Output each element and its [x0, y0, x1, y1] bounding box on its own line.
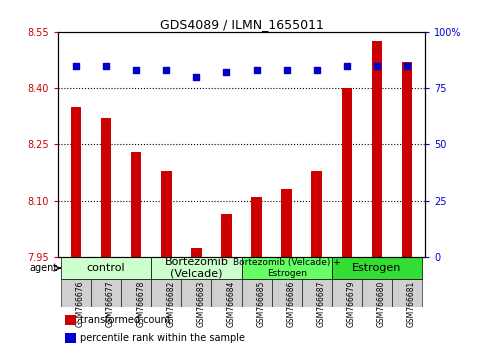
- FancyBboxPatch shape: [362, 279, 392, 307]
- Bar: [191, 247, 201, 257]
- Bar: [71, 107, 81, 257]
- Text: GSM766683: GSM766683: [197, 281, 205, 327]
- Point: [102, 63, 110, 68]
- Point: [313, 67, 321, 73]
- Text: percentile rank within the sample: percentile rank within the sample: [80, 333, 245, 343]
- Bar: [312, 171, 322, 257]
- FancyBboxPatch shape: [242, 279, 271, 307]
- Bar: [101, 118, 112, 257]
- FancyBboxPatch shape: [332, 257, 422, 279]
- Text: transformed count: transformed count: [80, 315, 170, 325]
- Bar: [65, 333, 76, 343]
- Bar: [341, 88, 352, 257]
- Text: GSM766678: GSM766678: [136, 281, 145, 327]
- FancyBboxPatch shape: [242, 257, 332, 279]
- FancyBboxPatch shape: [121, 279, 151, 307]
- Point: [283, 67, 290, 73]
- Text: Estrogen: Estrogen: [352, 263, 401, 273]
- Text: GSM766681: GSM766681: [407, 281, 416, 327]
- Text: GSM766685: GSM766685: [256, 281, 266, 327]
- Text: agent: agent: [29, 263, 57, 273]
- Text: GSM766682: GSM766682: [166, 281, 175, 327]
- Text: GSM766687: GSM766687: [317, 281, 326, 327]
- Point: [373, 63, 381, 68]
- Text: control: control: [87, 263, 126, 273]
- Text: GSM766680: GSM766680: [377, 281, 386, 327]
- Bar: [402, 62, 412, 257]
- Point: [132, 67, 140, 73]
- Point: [193, 74, 200, 80]
- Text: GSM766684: GSM766684: [227, 281, 235, 327]
- Bar: [131, 152, 142, 257]
- Point: [162, 67, 170, 73]
- FancyBboxPatch shape: [271, 279, 302, 307]
- Bar: [282, 189, 292, 257]
- Bar: [221, 214, 232, 257]
- FancyBboxPatch shape: [212, 279, 242, 307]
- FancyBboxPatch shape: [332, 279, 362, 307]
- Point: [223, 69, 230, 75]
- Bar: [371, 41, 382, 257]
- Point: [253, 67, 260, 73]
- Text: Bortezomib (Velcade) +
Estrogen: Bortezomib (Velcade) + Estrogen: [233, 258, 341, 278]
- Text: Bortezomib
(Velcade): Bortezomib (Velcade): [164, 257, 228, 279]
- Point: [403, 63, 411, 68]
- Text: GSM766686: GSM766686: [286, 281, 296, 327]
- Bar: [251, 197, 262, 257]
- Text: GSM766677: GSM766677: [106, 281, 115, 327]
- Bar: [161, 171, 171, 257]
- FancyBboxPatch shape: [91, 279, 121, 307]
- Bar: [65, 315, 76, 325]
- Point: [343, 63, 351, 68]
- FancyBboxPatch shape: [302, 279, 332, 307]
- FancyBboxPatch shape: [392, 279, 422, 307]
- Title: GDS4089 / ILMN_1655011: GDS4089 / ILMN_1655011: [159, 18, 324, 31]
- FancyBboxPatch shape: [151, 257, 242, 279]
- FancyBboxPatch shape: [61, 257, 151, 279]
- FancyBboxPatch shape: [181, 279, 212, 307]
- FancyBboxPatch shape: [61, 279, 91, 307]
- Text: GSM766679: GSM766679: [347, 281, 356, 327]
- Point: [72, 63, 80, 68]
- FancyBboxPatch shape: [151, 279, 181, 307]
- Text: GSM766676: GSM766676: [76, 281, 85, 327]
